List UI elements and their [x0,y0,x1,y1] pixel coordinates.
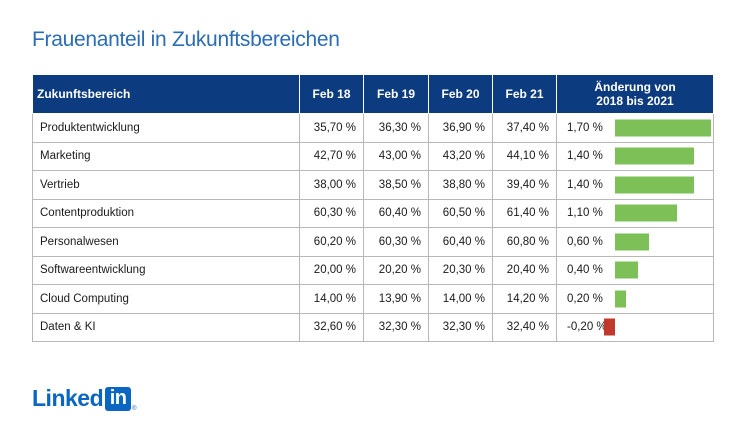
cell-change: 1,40 % [556,170,714,200]
table-row: Personalwesen 60,20 % 60,30 % 60,40 % 60,80 … [32,227,714,257]
cell-change: 0,60 % [556,227,714,257]
row-area-label: Cloud Computing [32,284,300,314]
header-feb21: Feb 21 [492,74,557,114]
cell-feb20: 43,20 % [428,141,493,171]
cell-feb20: 36,90 % [428,113,493,143]
cell-feb20: 20,30 % [428,255,493,285]
cell-feb18: 35,70 % [299,113,364,143]
table-row: Daten & KI 32,60 % 32,30 % 32,30 % 32,40 % -0… [32,312,714,342]
cell-feb21: 61,40 % [492,198,557,228]
cell-change: 0,40 % [556,255,714,285]
table-row: Marketing 42,70 % 43,00 % 43,20 % 44,10 % 1,4… [32,141,714,171]
header-change-line2: 2018 bis 2021 [596,94,674,108]
cell-change: 0,20 % [556,284,714,314]
cell-feb19: 60,40 % [363,198,429,228]
cell-change: 1,10 % [556,198,714,228]
cell-feb18: 20,00 % [299,255,364,285]
data-table: Zukunftsbereich Feb 18 Feb 19 Feb 20 Feb… [32,74,714,342]
change-bar-positive [615,119,711,137]
cell-change: 1,40 % [556,141,714,171]
row-area-label: Marketing [32,141,300,171]
cell-feb20: 32,30 % [428,312,493,342]
change-value-label: 1,40 % [567,150,603,163]
cell-change: 1,70 % [556,113,714,143]
logo-registered-mark: ® [132,406,137,412]
header-row: Zukunftsbereich Feb 18 Feb 19 Feb 20 Feb… [32,74,714,114]
change-bar-positive [615,147,695,165]
cell-feb20: 60,40 % [428,227,493,257]
cell-feb18: 38,00 % [299,170,364,200]
cell-feb19: 60,30 % [363,227,429,257]
cell-feb18: 32,60 % [299,312,364,342]
table-row: Produktentwicklung 35,70 % 36,30 % 36,90 % 3… [32,113,714,143]
cell-feb20: 38,80 % [428,170,493,200]
change-bar-positive [615,261,638,279]
row-area-label: Daten & KI [32,312,300,342]
cell-feb19: 32,30 % [363,312,429,342]
cell-feb18: 60,20 % [299,227,364,257]
chart-title: Frauenanteil in Zukunftsbereichen [32,28,340,51]
cell-feb21: 37,40 % [492,113,557,143]
change-bar-positive [615,176,695,194]
logo-text: Linked [32,385,104,411]
header-area: Zukunftsbereich [32,74,300,114]
header-feb18: Feb 18 [299,74,364,114]
cell-feb20: 60,50 % [428,198,493,228]
change-bar-positive [615,290,627,308]
table-row: Contentproduktion 60,30 % 60,40 % 60,50 % 61… [32,198,714,228]
table-row: Cloud Computing 14,00 % 13,90 % 14,00 % 14,2… [32,284,714,314]
cell-feb19: 43,00 % [363,141,429,171]
row-area-label: Produktentwicklung [32,113,300,143]
linkedin-logo: Linked in ® [32,385,137,412]
change-value-label: 1,40 % [567,178,603,191]
change-value-label: 1,10 % [567,207,603,220]
change-value-label: 1,70 % [567,121,603,134]
cell-feb18: 42,70 % [299,141,364,171]
cell-feb21: 44,10 % [492,141,557,171]
cell-feb19: 20,20 % [363,255,429,285]
change-bar-positive [615,233,649,251]
header-change-line1: Änderung von [594,80,676,94]
change-value-label: -0,20 % [567,321,607,334]
row-area-label: Softwareentwicklung [32,255,300,285]
row-area-label: Contentproduktion [32,198,300,228]
cell-feb18: 14,00 % [299,284,364,314]
table-row: Vertrieb 38,00 % 38,50 % 38,80 % 39,40 % 1,40… [32,170,714,200]
table-body: Produktentwicklung 35,70 % 36,30 % 36,90 % 3… [32,113,714,342]
header-change: Änderung von 2018 bis 2021 [556,74,714,114]
cell-feb21: 60,80 % [492,227,557,257]
header-feb19: Feb 19 [363,74,429,114]
cell-feb18: 60,30 % [299,198,364,228]
cell-feb19: 13,90 % [363,284,429,314]
change-value-label: 0,20 % [567,292,603,305]
cell-feb19: 36,30 % [363,113,429,143]
cell-feb21: 32,40 % [492,312,557,342]
header-feb20: Feb 20 [428,74,493,114]
row-area-label: Personalwesen [32,227,300,257]
change-bar-positive [615,204,678,222]
cell-feb21: 20,40 % [492,255,557,285]
change-value-label: 0,60 % [567,235,603,248]
cell-feb21: 39,40 % [492,170,557,200]
cell-feb19: 38,50 % [363,170,429,200]
cell-change: -0,20 % [556,312,714,342]
row-area-label: Vertrieb [32,170,300,200]
cell-feb20: 14,00 % [428,284,493,314]
change-bar-negative [603,318,615,336]
logo-box: in [105,386,132,411]
cell-feb21: 14,20 % [492,284,557,314]
change-value-label: 0,40 % [567,264,603,277]
table-row: Softwareentwicklung 20,00 % 20,20 % 20,30 %… [32,255,714,285]
